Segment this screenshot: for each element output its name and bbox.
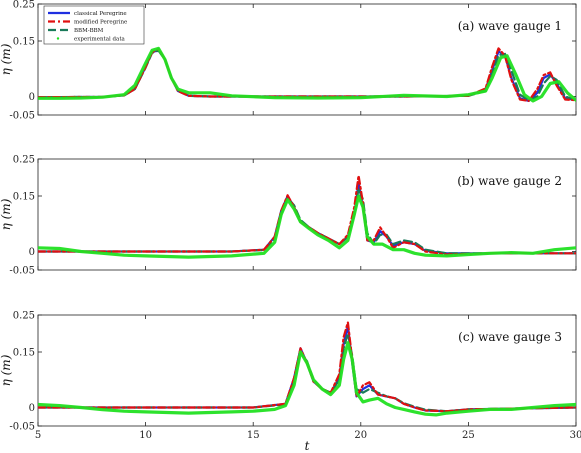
legend-entry-label: modified Peregrine [74, 20, 127, 26]
legend-entry-label: experimental data [74, 37, 126, 43]
x-tick-label: 5 [35, 430, 41, 441]
y-tick-label: 0 [29, 92, 35, 103]
y-tick-label: -0.05 [9, 422, 35, 433]
y-axis-label: η (m) [0, 354, 13, 386]
x-tick-label: 20 [354, 430, 367, 441]
series-line-experimental-data [38, 194, 576, 259]
y-tick-label: -0.05 [9, 266, 35, 277]
panel-3: 0.25 0.15 0 -0.055 10 15 20 25 30 η (m) t (c) wave … [0, 311, 581, 453]
panel-title: (b) wave gauge 2 [457, 174, 562, 188]
legend-marker [56, 37, 60, 40]
y-axis-label: η (m) [0, 198, 13, 230]
y-tick-label: 0.25 [13, 155, 35, 166]
y-tick-label: 0.25 [13, 311, 35, 322]
x-tick-label: 10 [139, 430, 152, 441]
series-line-experimental-data [38, 341, 576, 417]
legend-entry-label: BBM-BBM [74, 28, 104, 34]
y-tick-label: 0.15 [13, 37, 35, 48]
x-axis-label: t [305, 439, 310, 453]
y-tick-label: -0.05 [9, 111, 35, 122]
panel-1: 0.25 0.15 0 -0.05 η (m) (a) wave gauge 1 class… [0, 0, 577, 122]
x-tick-label: 25 [462, 430, 475, 441]
x-tick-label: 15 [247, 430, 260, 441]
legend: classical Peregrine modified Peregrine BBM… [43, 5, 145, 45]
y-tick-label: 0 [29, 247, 35, 258]
y-tick-label: 0.15 [13, 192, 35, 203]
panel-title: (a) wave gauge 1 [458, 19, 562, 33]
x-tick-label: 30 [570, 430, 581, 441]
series-line-experimental-data [38, 46, 576, 103]
panel-2: 0.25 0.15 0 -0.05 η (m) (b) wave gauge 2 [0, 155, 577, 277]
panel-title: (c) wave gauge 3 [458, 330, 562, 344]
y-tick-label: 0 [29, 403, 35, 414]
y-tick-label: 0.15 [13, 348, 35, 359]
legend-entry-label: classical Peregrine [74, 11, 127, 17]
y-tick-label: 0.25 [13, 0, 35, 11]
y-axis-label: η (m) [0, 43, 13, 75]
